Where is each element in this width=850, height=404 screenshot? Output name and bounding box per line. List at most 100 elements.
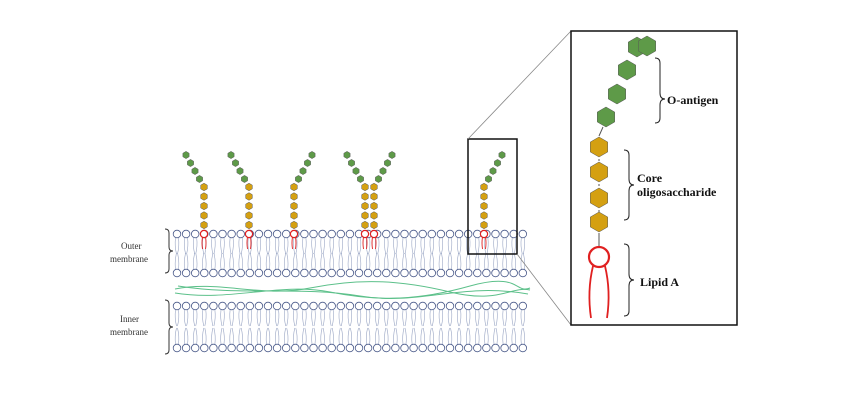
core-sugar [245,192,253,201]
lipid-tail [329,309,332,327]
lipid-tail [493,327,496,345]
lipid-head [336,301,345,311]
lipid-tail [511,309,514,327]
o-antigen-sugar [379,167,387,175]
o-antigen-sugar [241,175,248,183]
lipid-tail [523,252,525,270]
lipid-tail [347,237,350,255]
lipid-head [345,268,355,278]
lipid-tail [356,327,359,345]
lipid-head [254,301,264,311]
lipid-tail [477,327,480,345]
lipid-tail [466,309,468,327]
lipid-tail [486,327,489,345]
lipid-a-head [479,229,489,239]
lipid-head [263,229,273,239]
core-sugar [200,201,208,211]
lipid-tail [256,309,259,327]
lipid-head [209,268,218,278]
lipid-head [181,229,191,239]
lipid-a-tail [205,236,207,250]
lipid-a-head [369,229,379,239]
lipid-tail [322,309,325,327]
lipid-tail [341,252,343,270]
lipid-tail [411,309,414,327]
lipid-head [300,301,309,311]
lipid-tail [459,237,462,255]
lipid-tail [502,309,505,327]
lipid-tail [468,327,471,345]
lipid-a-tail [485,236,487,250]
lipid-head [327,343,336,353]
lipid-tail [432,252,434,270]
lipid-head [227,229,236,239]
lipid-head [500,229,509,239]
lipid-head [218,229,227,239]
o-antigen-sugar [384,159,391,167]
o-antigen-brace [654,57,666,124]
lipid-tail [475,237,478,255]
lipid-tail [183,252,186,270]
highlight-box [467,138,518,255]
lipid-head [291,343,300,353]
lipid-tail [174,252,177,270]
core-sugar [290,192,298,201]
lipid-tail [293,252,296,270]
lipid-tail [277,327,280,345]
lipid-head [418,268,427,278]
lipid-a-tail [291,236,293,250]
lipid-tail [393,327,396,345]
lipid-head [218,343,227,353]
core-sugar [290,220,298,230]
outer-membrane-label-2: membrane [110,254,148,264]
lipid-tail [311,327,314,345]
lipid-tail [438,237,441,255]
lipid-head [218,301,227,311]
lipid-tail [411,252,414,270]
lipid-tail [413,237,416,255]
core-sugar [370,192,378,201]
lipid-tail [302,237,305,255]
lipid-tail [302,327,305,345]
lipid-tail [331,237,334,255]
lipid-tail [466,327,468,345]
lipid-tail [331,252,334,270]
lipid-tail [186,252,189,270]
lipid-tail [386,309,389,327]
lipid-tail [513,237,516,255]
lipid-tail [238,252,241,270]
lipid-tail [311,309,314,327]
lipid-head [509,301,518,311]
lipid-tail [422,327,425,345]
lipid-head [245,343,254,353]
lipid-tail [441,252,444,270]
core-sugar [480,220,488,230]
detail-lps-molecule [587,35,656,319]
detail-o-antigen-sugar [618,59,636,81]
lipid-tail [240,237,243,255]
o-antigen-sugar [357,175,364,183]
lipid-head [345,343,355,353]
lipid-tail [350,237,353,255]
lipid-tail [502,327,505,345]
lipid-tail [211,237,214,255]
lipid-head [473,268,482,278]
lipid-head [482,343,491,353]
lipid-head [436,229,446,239]
detail-o-antigen-sugar [638,35,656,57]
lipid-tail [504,309,507,327]
lipid-head [382,301,391,311]
lipid-head [172,343,182,353]
lipid-tail [386,252,389,270]
lipid-tail [211,309,214,327]
lipid-tail [377,327,380,345]
lipid-tail [274,327,277,345]
lipid-tail [304,252,307,270]
lipid-head [263,343,273,353]
lipid-tail [365,252,368,270]
lipid-head [400,229,409,239]
lipid-tail [456,252,459,270]
core-sugar [370,201,378,211]
lipid-tail [247,252,250,270]
lipid-tail [402,252,405,270]
